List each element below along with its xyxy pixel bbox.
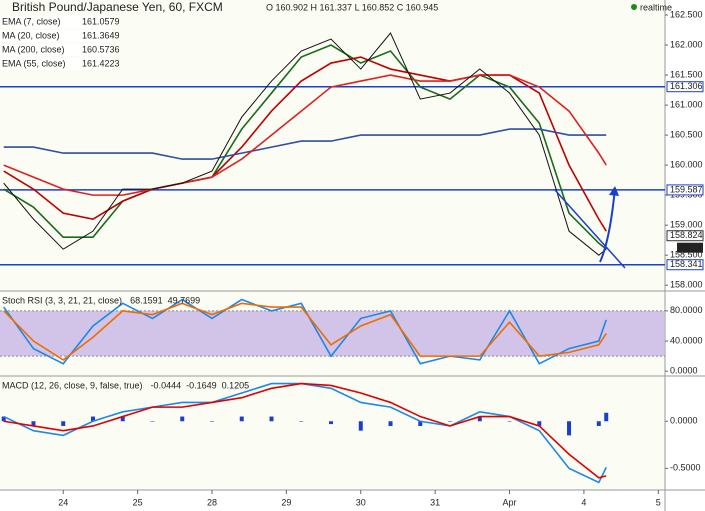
legend-value: 161.0579 [82, 16, 120, 26]
level-tag [666, 184, 704, 196]
legend-name: MA (200, close) [2, 44, 65, 54]
histogram-bar [1, 416, 6, 422]
y-tick-label: 0.0000 [670, 366, 698, 376]
x-tick-label: Apr [503, 497, 517, 507]
histogram-bar [537, 421, 542, 426]
level-tag [666, 259, 704, 271]
histogram-bar [150, 421, 155, 422]
x-tick-label: 29 [281, 497, 291, 507]
histogram-bar [418, 421, 423, 426]
series-line [3, 298, 607, 365]
series-line [3, 44, 607, 250]
legend-value: 161.4223 [82, 58, 120, 68]
histogram-bar [477, 416, 482, 422]
x-tick-label: 24 [58, 497, 68, 507]
x-tick-label: 25 [133, 497, 143, 507]
y-tick-label: 159.000 [670, 220, 703, 230]
series-line [3, 32, 607, 256]
panel-title: MACD (12, 26, close, 9, false, true) [2, 380, 143, 390]
y-tick-label: 40.0000 [670, 335, 703, 345]
histogram-bar [239, 416, 244, 422]
y-tick-label: 162.500 [670, 9, 703, 19]
y-tick-label: 158.500 [670, 250, 703, 260]
y-tick-label: 0.0000 [670, 416, 698, 426]
legend-box [0, 30, 112, 42]
status: realtime [640, 2, 672, 12]
price-tag [666, 230, 704, 242]
panel-title: Stoch RSI (3, 3, 21, 21, close) [2, 295, 122, 305]
legend-value: 68.1591 [130, 295, 163, 305]
trend-line [554, 189, 626, 269]
level-label: 161.306 [670, 81, 703, 91]
y-tick-label: 158.000 [670, 280, 703, 290]
level-label: 159.587 [670, 184, 703, 194]
y-tick-label: 162.000 [670, 39, 703, 49]
chart-title: British Pound/Japanese Yen, 60, FXCM [12, 0, 223, 14]
x-tick-label: 5 [656, 497, 661, 507]
plot-background [0, 0, 665, 490]
x-tick-label: 4 [581, 497, 586, 507]
series-line [3, 382, 607, 479]
histogram-bar [604, 412, 609, 422]
y-tick-label: 161.000 [670, 99, 703, 109]
legend-value: 160.5736 [82, 44, 120, 54]
arrow [599, 187, 616, 263]
histogram-bar [448, 421, 453, 422]
histogram-bar [567, 421, 572, 436]
histogram-bar [269, 416, 274, 422]
legend-name: MA (20, close) [2, 30, 60, 40]
histogram-bar [90, 416, 95, 422]
legend-name: EMA (55, close) [2, 58, 66, 68]
histogram-bar [507, 421, 512, 422]
countdown: 40:10 [679, 242, 702, 252]
histogram-bar [596, 421, 601, 426]
series-line [3, 128, 607, 160]
legend-value: 0.1205 [222, 380, 250, 390]
x-tick-label: 31 [430, 497, 440, 507]
ohlc: O 160.902 H 161.337 L 160.852 C 160.945 [266, 2, 438, 12]
marks: 162.500 162.000 161.500 161.000 160.500 160.0… [0, 9, 704, 507]
histogram-bar [358, 421, 363, 431]
histogram-bar [61, 421, 66, 426]
histogram-bar [209, 421, 214, 422]
y-tick-label: 160.000 [670, 159, 703, 169]
histogram-bar [388, 421, 393, 426]
x-tick-label: 30 [356, 497, 366, 507]
level-label: 158.341 [670, 259, 703, 269]
price-label: 158.824 [670, 230, 703, 240]
legend-box [0, 16, 112, 28]
legend-value: -0.0444 [151, 380, 182, 390]
legend-value: 49.7699 [168, 295, 201, 305]
y-tick-label: 161.500 [670, 69, 703, 79]
legend-name: EMA (7, close) [2, 16, 61, 26]
histogram-bar [120, 416, 125, 422]
histogram-bar [329, 421, 334, 425]
series-line [3, 74, 607, 196]
series-line [3, 302, 607, 361]
countdown-tag [677, 242, 703, 253]
legend-value: -0.1649 [186, 380, 217, 390]
legend-value: 161.3649 [82, 30, 120, 40]
arrow-head [609, 186, 619, 196]
y-tick-label: 80.0000 [670, 305, 703, 315]
status-dot [631, 4, 637, 10]
level-tag [666, 81, 704, 93]
histogram-bar [31, 421, 36, 426]
y-tick-label: -0.5000 [670, 463, 701, 473]
series-line [3, 382, 607, 484]
legend-box [0, 58, 112, 70]
legend-box [0, 44, 112, 56]
histogram-bar [180, 416, 185, 422]
histogram-bar [299, 421, 304, 422]
band [0, 310, 665, 357]
y-tick-label: 160.500 [670, 129, 703, 139]
x-tick-label: 28 [207, 497, 217, 507]
